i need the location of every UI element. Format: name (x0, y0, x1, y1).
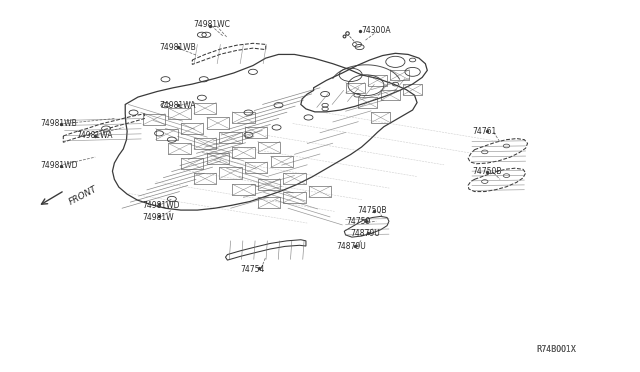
Text: 74981WB: 74981WB (40, 119, 77, 128)
Text: 74879U: 74879U (351, 229, 380, 238)
Text: 74981WA: 74981WA (159, 101, 196, 110)
Text: 74759: 74759 (347, 217, 371, 226)
Text: 74750B: 74750B (357, 206, 387, 215)
Text: 74761: 74761 (472, 126, 496, 136)
Text: FRONT: FRONT (68, 184, 99, 206)
Text: 74981WC: 74981WC (193, 20, 230, 29)
Text: 74300A: 74300A (362, 26, 391, 35)
Text: 74750B: 74750B (472, 167, 502, 176)
Text: 74981WA: 74981WA (76, 131, 113, 141)
Text: R74B001X: R74B001X (536, 345, 576, 354)
Text: 74981WD: 74981WD (40, 161, 78, 170)
Text: 74981WB: 74981WB (159, 42, 196, 51)
Text: 74879U: 74879U (336, 241, 365, 250)
Text: 74981WD: 74981WD (143, 201, 180, 210)
Text: 74754: 74754 (240, 265, 264, 274)
Text: 74981W: 74981W (143, 213, 174, 222)
Text: R74B001X: R74B001X (536, 345, 576, 354)
